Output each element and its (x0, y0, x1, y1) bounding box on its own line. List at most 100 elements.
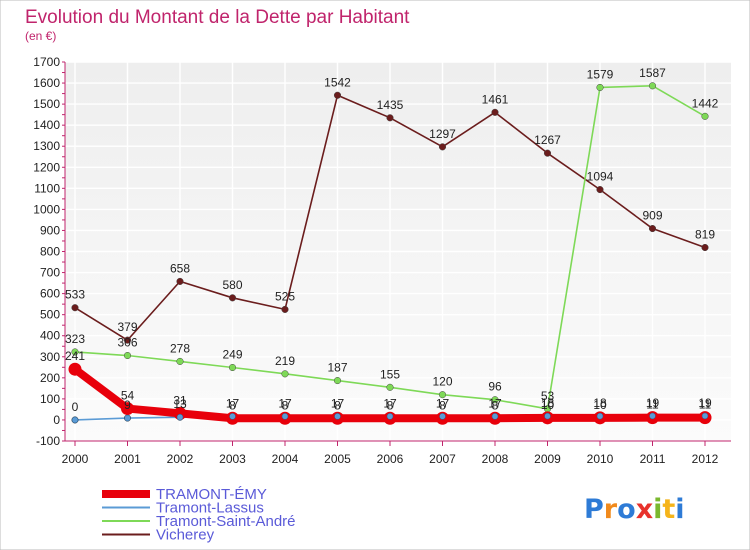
x-tick-label: 2012 (692, 452, 719, 466)
y-tick-label: 200 (40, 371, 60, 385)
data-label: 1579 (587, 67, 614, 81)
data-point (596, 412, 604, 420)
x-tick-label: 2002 (167, 452, 194, 466)
axes: -100010020030040050060070080090010001100… (33, 55, 731, 466)
data-point (281, 413, 289, 420)
data-point (701, 112, 709, 120)
data-label: 17 (383, 396, 397, 410)
data-label: 1435 (377, 98, 404, 112)
data-label: 53 (541, 389, 555, 403)
data-point (176, 277, 184, 285)
data-point (71, 348, 79, 356)
data-point (438, 143, 447, 151)
data-label: 909 (642, 209, 662, 223)
data-label: 11 (699, 398, 712, 412)
data-label: 17 (278, 396, 292, 410)
y-tick-label: -100 (36, 434, 60, 448)
series (68, 82, 712, 425)
data-label: 8 (229, 398, 236, 412)
y-tick-label: 1200 (33, 160, 60, 174)
data-label: 54 (121, 389, 135, 403)
data-label: 1587 (639, 66, 666, 80)
data-label: 8 (282, 398, 289, 412)
data-label: 187 (327, 361, 347, 375)
data-label: 525 (275, 289, 295, 303)
data-point (123, 336, 132, 344)
data-point (386, 413, 394, 420)
x-tick-label: 2006 (377, 452, 404, 466)
data-label: 1542 (324, 75, 351, 89)
data-label: 19 (646, 396, 660, 410)
data-label: 17 (331, 396, 345, 410)
data-label: 31 (173, 393, 187, 407)
data-label: 323 (65, 332, 85, 346)
data-label: 241 (65, 349, 85, 363)
data-point (596, 186, 604, 194)
data-point (71, 304, 79, 312)
data-label: 306 (117, 336, 137, 350)
data-label: 1442 (692, 96, 719, 110)
data-label: 249 (222, 348, 242, 362)
data-point (121, 402, 134, 416)
data-point (228, 363, 237, 372)
data-label: 1094 (587, 170, 614, 184)
y-tick-label: 1300 (33, 139, 60, 153)
data-point (281, 305, 289, 313)
data-point (333, 91, 342, 99)
data-label: 8 (334, 398, 341, 412)
y-tick-label: 400 (40, 329, 60, 343)
data-label: 219 (275, 354, 295, 368)
x-tick-label: 2011 (640, 452, 666, 466)
data-labels: 241 54 31 8 8 8 8 8 8 10 10 11 11 0 9 13 17 17 17 17 17 17 18 1… (65, 66, 719, 414)
data-label: 533 (65, 288, 85, 302)
data-label: 1461 (482, 92, 509, 106)
data-point (544, 412, 551, 420)
data-label: 11 (646, 398, 659, 412)
data-point (229, 413, 236, 420)
y-tick-label: 900 (40, 223, 60, 237)
data-label: 18 (541, 396, 555, 410)
data-label: 1267 (534, 133, 561, 147)
data-label: 8 (492, 398, 499, 412)
data-point (701, 243, 709, 252)
x-tick-label: 2010 (587, 452, 614, 466)
data-label: 18 (593, 396, 607, 410)
data-point (596, 83, 604, 92)
x-tick-label: 2000 (62, 452, 89, 466)
x-tick-label: 2007 (429, 452, 456, 466)
grid (65, 61, 731, 442)
data-label: 580 (222, 278, 242, 292)
y-tick-label: 1700 (33, 55, 60, 69)
x-tick-label: 2001 (114, 452, 141, 466)
data-label: 155 (380, 367, 400, 381)
data-point (228, 294, 237, 302)
data-label: 379 (117, 320, 137, 334)
x-tick-label: 2004 (272, 452, 299, 466)
legend: TRAMONT-ÉMYTramont-LassusTramont-Saint-A… (102, 486, 296, 544)
data-point (333, 377, 342, 385)
data-point (176, 413, 184, 421)
data-point (71, 416, 79, 424)
data-point (648, 82, 657, 90)
data-label: 10 (593, 398, 607, 412)
data-label: 1297 (429, 127, 456, 141)
data-point (438, 391, 447, 399)
x-tick-label: 2003 (219, 452, 246, 466)
data-point (176, 357, 184, 365)
chart-subtitle: (en €) (25, 29, 56, 43)
data-label: 17 (488, 396, 502, 410)
x-tick-label: 2009 (534, 452, 561, 466)
data-label: 120 (432, 375, 452, 389)
data-label: 17 (436, 396, 450, 410)
data-point (649, 412, 656, 420)
data-point (124, 414, 131, 422)
y-tick-label: 1400 (33, 118, 60, 132)
chart-title: Evolution du Montant de la Dette par Hab… (25, 7, 410, 28)
data-point (68, 362, 82, 376)
data-label: 17 (226, 396, 240, 410)
proxiti-logo: Proxiti (584, 494, 685, 525)
legend-label: Tramont-Saint-André (156, 513, 296, 530)
y-tick-label: 0 (53, 413, 60, 427)
data-label: 96 (488, 380, 502, 394)
